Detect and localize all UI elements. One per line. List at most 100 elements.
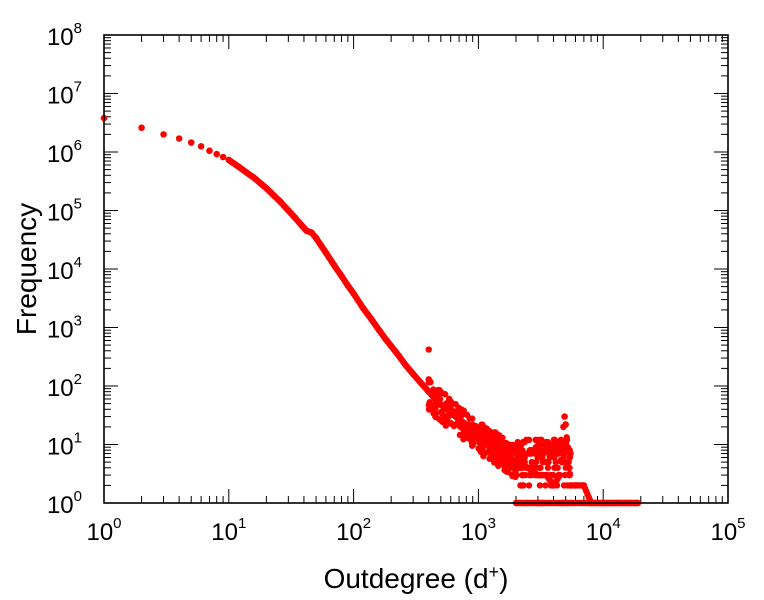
data-point bbox=[317, 242, 325, 249]
data-point bbox=[475, 429, 482, 437]
data-point bbox=[312, 234, 320, 242]
data-point bbox=[555, 471, 562, 479]
data-point bbox=[542, 441, 550, 448]
data-point bbox=[517, 464, 524, 471]
data-point bbox=[491, 429, 499, 436]
data-point bbox=[188, 139, 195, 146]
data-point bbox=[206, 147, 213, 154]
data-point bbox=[433, 394, 441, 402]
data-point bbox=[308, 229, 315, 236]
data-point bbox=[561, 446, 569, 454]
data-point bbox=[479, 434, 486, 442]
data-point bbox=[447, 398, 455, 405]
data-point bbox=[387, 342, 395, 350]
data-point bbox=[402, 361, 409, 369]
data-point bbox=[467, 429, 474, 437]
data-point bbox=[494, 435, 502, 443]
data-point bbox=[472, 422, 479, 430]
data-point bbox=[549, 471, 557, 479]
data-point bbox=[270, 192, 278, 199]
y-tick-label: 107 bbox=[47, 79, 82, 110]
y-tick-label: 100 bbox=[47, 488, 82, 519]
data-point bbox=[425, 346, 432, 353]
data-point bbox=[303, 227, 310, 234]
data-point bbox=[496, 449, 504, 456]
data-point bbox=[475, 445, 482, 452]
data-point bbox=[522, 464, 530, 471]
data-point bbox=[466, 423, 473, 430]
data-point bbox=[175, 135, 183, 142]
data-point bbox=[469, 415, 476, 422]
data-point bbox=[436, 387, 443, 394]
data-point bbox=[138, 124, 145, 131]
data-point bbox=[558, 458, 566, 466]
data-point bbox=[160, 131, 167, 138]
data-point bbox=[469, 435, 476, 443]
y-tick-label: 103 bbox=[47, 313, 82, 344]
data-point bbox=[368, 316, 376, 324]
data-point bbox=[539, 458, 547, 466]
x-axis-title: Outdegree (d+) bbox=[324, 562, 509, 594]
data-point bbox=[322, 249, 330, 256]
data-point bbox=[495, 462, 502, 470]
axis-ticks bbox=[103, 34, 729, 504]
data-point bbox=[535, 436, 543, 444]
data-point bbox=[251, 174, 258, 182]
data-point bbox=[500, 462, 508, 470]
data-point bbox=[257, 180, 264, 187]
plot-frame bbox=[103, 34, 729, 504]
data-point bbox=[501, 441, 508, 449]
data-point bbox=[375, 326, 383, 334]
data-point bbox=[550, 436, 558, 444]
data-point bbox=[344, 282, 352, 289]
data-points bbox=[100, 114, 642, 507]
data-point bbox=[547, 482, 555, 489]
data-point bbox=[531, 471, 538, 479]
data-point bbox=[513, 471, 520, 479]
data-point bbox=[540, 446, 548, 454]
data-point bbox=[481, 440, 489, 447]
data-point bbox=[277, 198, 284, 206]
data-point bbox=[496, 453, 503, 461]
x-tick-label: 100 bbox=[86, 515, 121, 546]
data-point bbox=[459, 424, 466, 432]
data-point bbox=[532, 458, 540, 466]
data-point bbox=[429, 402, 436, 410]
data-point bbox=[545, 458, 552, 466]
data-point bbox=[235, 163, 242, 170]
data-point bbox=[460, 407, 468, 414]
data-point bbox=[501, 447, 509, 455]
data-point bbox=[431, 388, 438, 396]
data-point bbox=[526, 471, 533, 479]
data-point bbox=[517, 450, 524, 457]
x-tick-label: 103 bbox=[461, 515, 496, 546]
data-point bbox=[572, 482, 579, 489]
data-point bbox=[263, 185, 270, 192]
data-point bbox=[425, 379, 433, 386]
data-point bbox=[225, 156, 232, 164]
data-point bbox=[520, 458, 528, 466]
data-point bbox=[480, 425, 487, 433]
data-point bbox=[561, 413, 568, 420]
y-tick-label: 105 bbox=[47, 196, 82, 227]
data-point bbox=[350, 290, 357, 297]
data-point bbox=[519, 471, 526, 479]
data-point bbox=[580, 482, 588, 489]
x-tick-label: 101 bbox=[211, 515, 246, 546]
data-point bbox=[537, 464, 544, 471]
data-point bbox=[338, 272, 345, 280]
x-tick-label: 102 bbox=[336, 515, 371, 546]
data-point bbox=[409, 370, 417, 378]
y-tick-label: 106 bbox=[47, 137, 82, 168]
data-point bbox=[557, 436, 565, 444]
x-tick-label: 105 bbox=[710, 515, 745, 546]
data-point bbox=[562, 421, 569, 428]
data-point bbox=[549, 446, 557, 454]
data-point bbox=[536, 482, 544, 489]
data-point bbox=[243, 169, 251, 177]
data-point bbox=[360, 305, 367, 312]
tick-labels: 100 101 102 103 104 105 100 101 102 103 104 105 106 1… bbox=[47, 20, 746, 546]
data-point bbox=[437, 408, 445, 416]
data-point bbox=[331, 262, 338, 269]
